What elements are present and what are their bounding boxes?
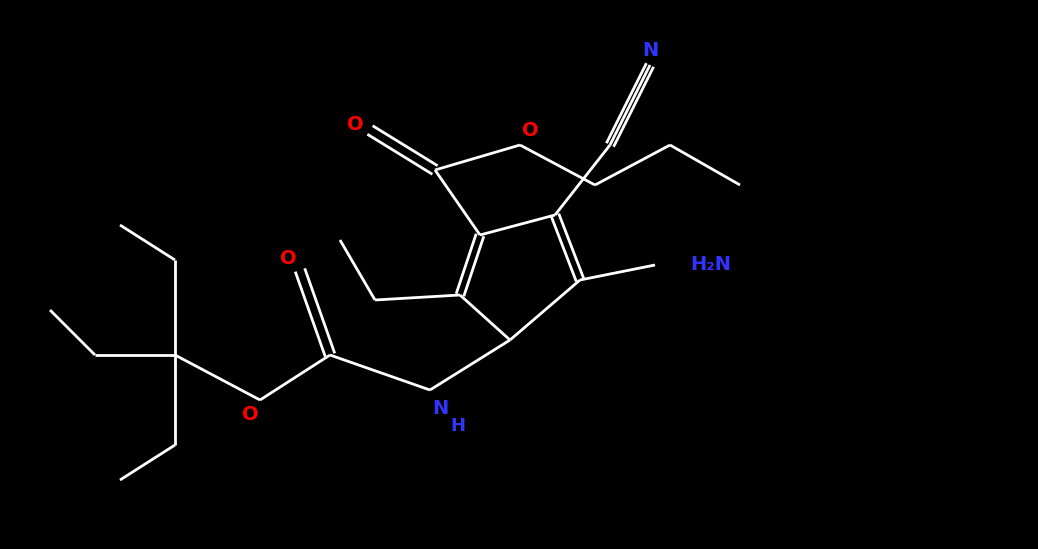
Text: O: O bbox=[347, 115, 363, 135]
Text: N: N bbox=[432, 399, 448, 417]
Text: N: N bbox=[641, 41, 658, 59]
Text: O: O bbox=[279, 249, 296, 267]
Text: O: O bbox=[522, 120, 539, 139]
Text: O: O bbox=[242, 406, 258, 424]
Text: H: H bbox=[450, 417, 465, 435]
Text: H₂N: H₂N bbox=[690, 255, 731, 274]
